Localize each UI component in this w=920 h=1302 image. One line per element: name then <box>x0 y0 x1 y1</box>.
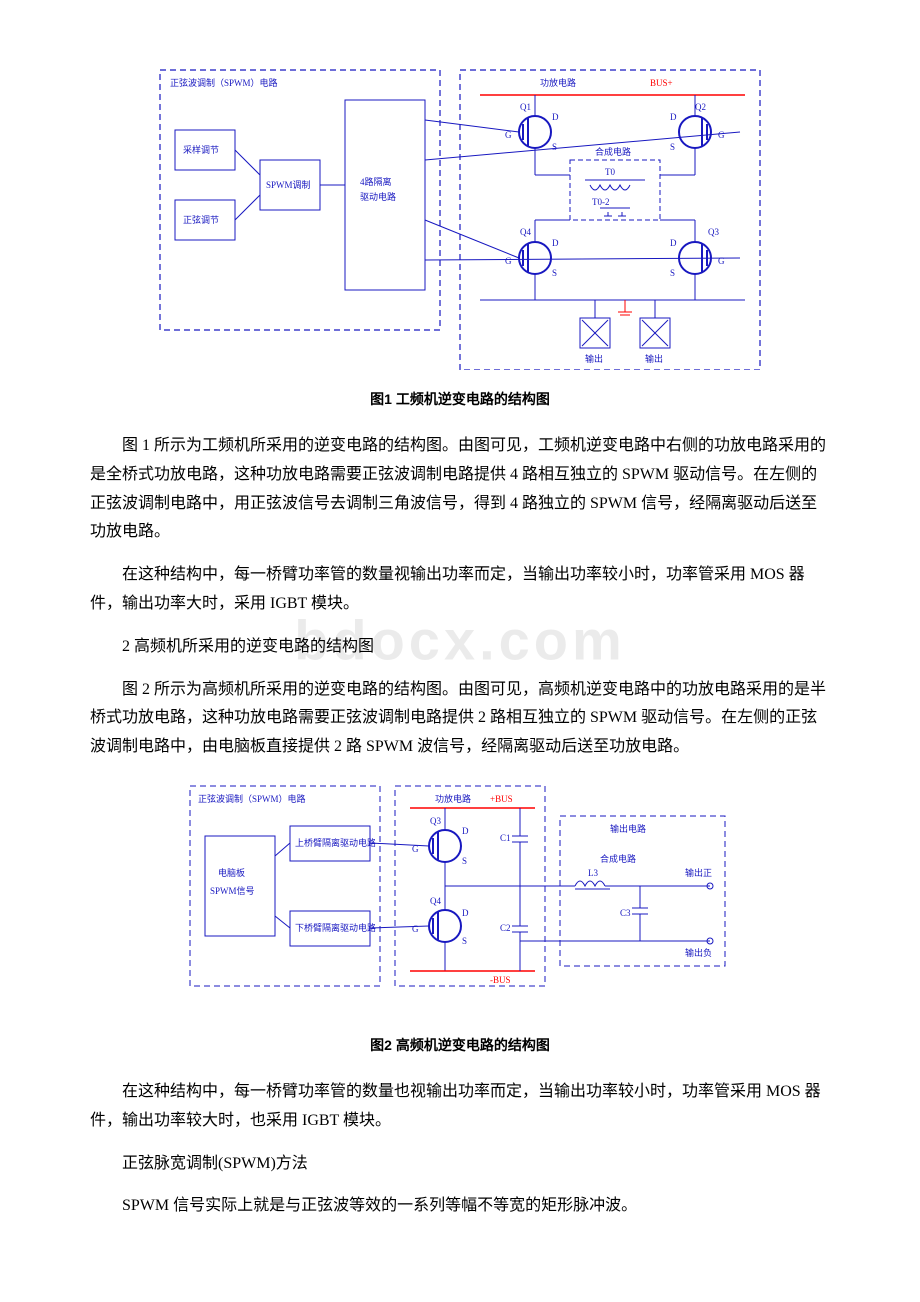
figure-1-svg: 正弦波调制（SPWM）电路 采样调节 正弦调节 SPWM调制 4路隔离 驱动电路… <box>150 60 770 370</box>
fig1-blockA: 采样调节 <box>183 144 219 155</box>
svg-text:G: G <box>412 924 419 934</box>
svg-text:D: D <box>552 238 559 248</box>
fig2-out2: 输出负 <box>685 947 712 958</box>
svg-text:输出: 输出 <box>645 353 663 364</box>
para-5: SPWM 信号实际上就是与正弦波等效的一系列等幅不等宽的矩形脉冲波。 <box>90 1192 830 1221</box>
svg-text:G: G <box>505 130 512 140</box>
fig1-t0: T0 <box>605 167 615 177</box>
para-1: 图 1 所示为工频机所采用的逆变电路的结构图。由图可见，工频机逆变电路中右侧的功… <box>90 432 830 547</box>
fig2-blockA-1: 电脑板 <box>218 867 245 878</box>
fig1-blockD-l2: 驱动电路 <box>360 191 396 202</box>
svg-text:Q2: Q2 <box>695 102 706 112</box>
fig2-l3: L3 <box>588 868 598 878</box>
svg-text:G: G <box>505 256 512 266</box>
svg-text:S: S <box>462 936 467 946</box>
fig2-busneg: -BUS <box>490 975 511 985</box>
svg-text:G: G <box>718 256 725 266</box>
fig1-t02: T0-2 <box>592 197 610 207</box>
fig1-caption: 图1 工频机逆变电路的结构图 <box>150 387 770 412</box>
svg-text:Q1: Q1 <box>520 102 531 112</box>
svg-text:S: S <box>670 142 675 152</box>
fig1-blockC: SPWM调制 <box>266 179 311 190</box>
fig1-q2: Q2 D S G <box>670 95 725 175</box>
svg-text:D: D <box>552 112 559 122</box>
heading-2: 2 高频机所采用的逆变电路的结构图 <box>90 633 830 662</box>
fig1-bus: BUS+ <box>650 78 673 88</box>
svg-text:Q3: Q3 <box>708 227 719 237</box>
svg-text:D: D <box>670 238 677 248</box>
fig2-mid-title: 功放电路 <box>435 793 471 804</box>
svg-text:G: G <box>718 130 725 140</box>
fig2-out1: 输出正 <box>685 867 712 878</box>
fig2-blockA-2: SPWM信号 <box>210 885 255 896</box>
fig1-q1: Q1 D S G <box>505 95 559 175</box>
fig1-q3: Q3 D S G <box>670 220 725 300</box>
svg-text:S: S <box>552 268 557 278</box>
fig1-mid: 合成电路 <box>595 146 631 157</box>
fig2-q4: Q4 <box>430 896 441 906</box>
svg-text:D: D <box>462 908 469 918</box>
fig1-left-title: 正弦波调制（SPWM）电路 <box>170 77 278 88</box>
figure-2-svg: 正弦波调制（SPWM）电路 电脑板 SPWM信号 上桥臂隔离驱动电路 下桥臂隔离… <box>180 776 740 1016</box>
fig1-q4: Q4 D S G <box>505 220 559 300</box>
fig1-blockB: 正弦调节 <box>183 214 219 225</box>
fig2-caption: 图2 高频机逆变电路的结构图 <box>180 1033 740 1058</box>
fig2-c1: C1 <box>500 833 511 843</box>
fig2-buspos: +BUS <box>490 794 513 804</box>
svg-text:S: S <box>462 856 467 866</box>
svg-text:S: S <box>552 142 557 152</box>
fig1-blockD-l1: 4路隔离 <box>360 176 392 187</box>
fig2-midlabel: 合成电路 <box>600 853 636 864</box>
svg-text:Q4: Q4 <box>520 227 531 237</box>
fig2-c3: C3 <box>620 908 631 918</box>
heading-3: 正弦脉宽调制(SPWM)方法 <box>90 1150 830 1179</box>
fig1-right-title: 功放电路 <box>540 77 576 88</box>
fig2-blockC: 下桥臂隔离驱动电路 <box>295 922 376 933</box>
para-4: 在这种结构中，每一桥臂功率管的数量也视输出功率而定，当输出功率较小时，功率管采用… <box>90 1078 830 1136</box>
figure-2: 正弦波调制（SPWM）电路 电脑板 SPWM信号 上桥臂隔离驱动电路 下桥臂隔离… <box>180 776 740 1058</box>
figure-1: 正弦波调制（SPWM）电路 采样调节 正弦调节 SPWM调制 4路隔离 驱动电路… <box>150 60 770 412</box>
fig2-c2: C2 <box>500 923 511 933</box>
fig2-blockB: 上桥臂隔离驱动电路 <box>295 837 376 848</box>
para-3: 图 2 所示为高频机所采用的逆变电路的结构图。由图可见，高频机逆变电路中的功放电… <box>90 676 830 762</box>
fig2-right-title: 输出电路 <box>610 823 646 834</box>
para-2: 在这种结构中，每一桥臂功率管的数量视输出功率而定，当输出功率较小时，功率管采用 … <box>90 561 830 619</box>
fig2-q3: Q3 <box>430 816 441 826</box>
svg-text:输出: 输出 <box>585 353 603 364</box>
svg-text:S: S <box>670 268 675 278</box>
svg-text:D: D <box>670 112 677 122</box>
svg-text:D: D <box>462 826 469 836</box>
fig2-left-title: 正弦波调制（SPWM）电路 <box>198 793 306 804</box>
